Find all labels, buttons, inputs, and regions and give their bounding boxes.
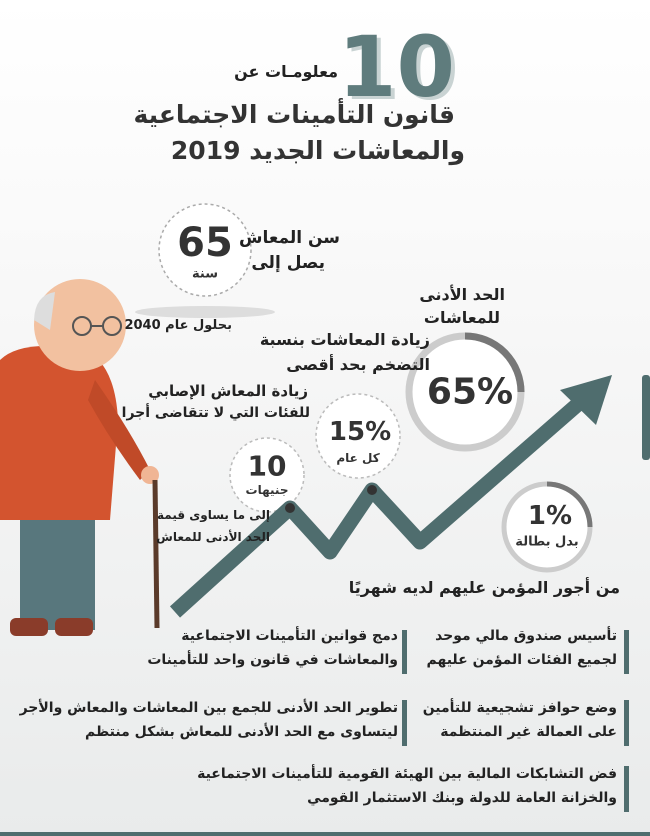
fact-text: سن المعاش	[239, 228, 340, 248]
trend-arrow	[169, 392, 590, 618]
fact-value: 15%	[328, 417, 392, 447]
fact-text: يصل إلى	[251, 253, 325, 273]
intro: معلومـات عن	[234, 62, 338, 81]
fact-text: زيادة المعاشات بنسبة	[259, 330, 430, 349]
fact-text: زيادة المعاش الإصابي	[148, 382, 308, 400]
fact-note: بحلول عام 2040	[124, 318, 232, 333]
title: والمعاشات الجديد 2019	[170, 136, 465, 165]
arrow-head	[560, 375, 612, 425]
fact-value: 1%	[527, 501, 573, 531]
big-number: 10	[338, 18, 455, 116]
bullet-text: وضع حوافز تشجيعية للتأمين	[422, 700, 617, 716]
bullet-marker	[402, 700, 407, 746]
bullet-text: لجميع الفئات المؤمن عليهم	[426, 652, 617, 668]
bullet-text: والخزانة العامة للدولة وبنك الاستثمار ال…	[307, 790, 617, 806]
dot	[367, 485, 377, 495]
fact-unit: كل عام	[336, 451, 380, 465]
fact-text: للفئات التي لا تتقاضى أجرا	[121, 405, 310, 421]
bullet-text: تأسيس صندوق مالي موحد	[435, 628, 617, 644]
fact-value: 10	[247, 449, 287, 483]
fact-note: إلى ما يساوى قيمة	[157, 508, 270, 522]
bullet-text: تطوير الحد الأدنى للجمع بين المعاشات وال…	[19, 700, 398, 716]
fact-note: من أجور المؤمن عليهم لديه شهريًا	[348, 578, 620, 597]
title: قانون التأمينات الاجتماعية	[133, 100, 455, 129]
fact-text: الحد الأدنى	[419, 285, 505, 304]
fact-value: 65%	[426, 371, 514, 413]
bullet-marker	[624, 700, 629, 746]
fact-text: التضخم بحد أقصى	[286, 355, 430, 374]
bullet-text: والمعاشات في قانون واحد للتأمينات	[147, 652, 398, 668]
circle-inflation	[315, 393, 401, 479]
bullet-text: ليتساوى مع الحد الأدنى للمعاش بشكل منتظم	[85, 724, 398, 740]
bullet-text: على العمالة غير المنتظمة	[440, 724, 617, 740]
dot	[285, 503, 295, 513]
bullet-marker	[402, 630, 407, 674]
fact-unit: جنيهات	[245, 483, 289, 497]
ring-accent	[546, 481, 593, 528]
bullet-text: فض التشابكات المالية بين الهيئة القومية …	[197, 766, 617, 782]
circle-age	[158, 203, 252, 297]
fact-note: الحد الأدنى للمعاش	[156, 530, 270, 544]
fact-unit: سنة	[192, 266, 218, 282]
bullet-marker	[624, 766, 629, 812]
fact-value: 65	[177, 220, 233, 266]
fact-text: للمعاشات	[423, 308, 500, 327]
fact-unit: بدل بطالة	[515, 534, 579, 550]
bullet-text: دمج قوانين التأمينات الاجتماعية	[181, 628, 398, 644]
edge-tab	[642, 375, 650, 460]
shadow	[135, 306, 275, 318]
old-man	[0, 279, 160, 636]
circle-injury	[229, 437, 305, 513]
ring-accent	[464, 332, 525, 393]
bullet-marker	[624, 630, 629, 674]
